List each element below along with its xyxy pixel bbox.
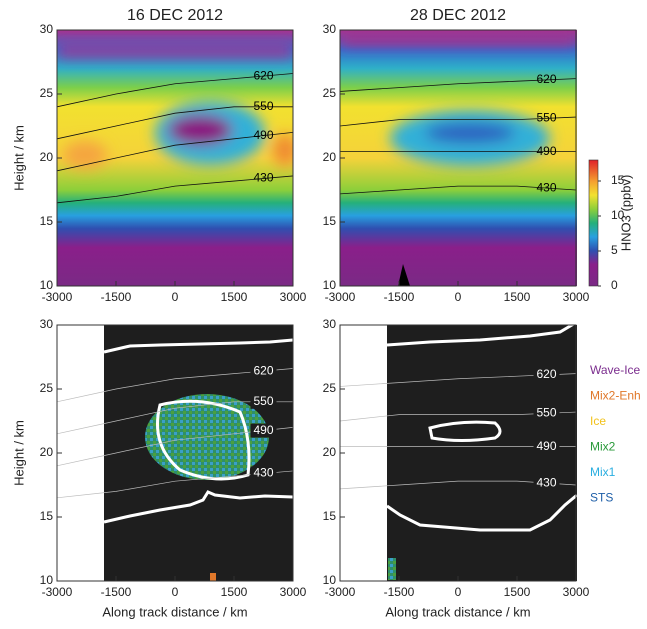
y-tick-label: 30 xyxy=(323,317,337,331)
contour-label: 490 xyxy=(536,439,556,453)
x-tick-label: -3000 xyxy=(325,290,356,304)
y-tick-label: 10 xyxy=(40,573,54,587)
pressure-contour xyxy=(56,175,294,204)
y-tick-label: 15 xyxy=(40,509,54,523)
pressure-contour xyxy=(339,116,577,127)
legend-entry: Ice xyxy=(590,414,606,428)
psc-region xyxy=(388,558,396,580)
contour-label-bg xyxy=(533,406,560,421)
contour-label: 490 xyxy=(253,128,273,142)
legend-entry: Mix2-Enh xyxy=(590,389,641,403)
contour-label: 430 xyxy=(253,171,273,185)
x-tick-label: -1500 xyxy=(101,290,132,304)
legend-entry: Mix2 xyxy=(590,440,616,454)
colorbar-tick-label: 5 xyxy=(611,243,618,257)
pressure-contour xyxy=(339,78,577,92)
colorbar xyxy=(588,159,599,287)
contour-label: 620 xyxy=(536,367,556,381)
y-tick-label: 25 xyxy=(323,381,337,395)
x-tick-label: 1500 xyxy=(504,290,531,304)
panel-title: 16 DEC 2012 xyxy=(127,7,223,24)
pressure-contour xyxy=(339,185,577,195)
contour-label-bg xyxy=(250,423,277,438)
y-tick-label: 20 xyxy=(40,150,54,164)
contour-label: 550 xyxy=(536,405,556,419)
hno3-field xyxy=(340,30,577,286)
panel-title: 28 DEC 2012 xyxy=(410,7,506,24)
y-tick-label: 30 xyxy=(323,22,337,36)
contour-label: 550 xyxy=(253,394,273,408)
x-tick-label: -1500 xyxy=(384,585,415,599)
contour-label-bg xyxy=(250,466,277,481)
contour-label: 550 xyxy=(253,99,273,113)
y-tick-label: 30 xyxy=(40,317,54,331)
contour-label: 550 xyxy=(536,110,556,124)
y-tick-label: 15 xyxy=(323,509,337,523)
contour-label: 620 xyxy=(536,72,556,86)
contour-label-bg xyxy=(250,364,277,379)
contour-label: 620 xyxy=(253,68,273,82)
x-tick-label: 3000 xyxy=(563,290,590,304)
y-tick-label: 10 xyxy=(40,278,54,292)
psc-region xyxy=(210,573,216,581)
x-tick-label: 1500 xyxy=(221,585,248,599)
x-tick-label: 3000 xyxy=(280,585,307,599)
x-tick-label: 0 xyxy=(172,290,179,304)
y-tick-label: 10 xyxy=(323,278,337,292)
contour-label: 430 xyxy=(536,180,556,194)
x-tick-label: -3000 xyxy=(42,585,73,599)
colorbar-tick-label: 15 xyxy=(611,173,625,187)
x-tick-label: 0 xyxy=(172,585,179,599)
colorbar-tick-label: 0 xyxy=(611,278,618,292)
contour-label-bg xyxy=(533,367,560,382)
y-tick-label: 10 xyxy=(323,573,337,587)
y-tick-label: 20 xyxy=(323,445,337,459)
y-tick-label: 20 xyxy=(40,445,54,459)
x-tick-label: 1500 xyxy=(221,290,248,304)
y-tick-label: 25 xyxy=(40,381,54,395)
x-tick-label: 0 xyxy=(455,290,462,304)
y-tick-label: 20 xyxy=(323,150,337,164)
colorbar-label: HNO3 (ppbv) xyxy=(618,175,633,252)
contour-label: 490 xyxy=(253,423,273,437)
y-tick-label: 25 xyxy=(323,86,337,100)
x-axis-label: Along track distance / km xyxy=(385,604,530,619)
x-tick-label: 1500 xyxy=(504,585,531,599)
contour-label: 490 xyxy=(536,144,556,158)
x-tick-label: 3000 xyxy=(280,290,307,304)
pressure-contour xyxy=(56,132,294,172)
colorbar-tick-label: 10 xyxy=(611,208,625,222)
y-tick-label: 30 xyxy=(40,22,54,36)
hno3-field xyxy=(57,30,293,286)
y-axis-label: Height / km xyxy=(11,125,26,191)
y-axis-label: Height / km xyxy=(11,420,26,486)
contour-label: 430 xyxy=(536,475,556,489)
x-tick-label: -1500 xyxy=(384,290,415,304)
x-tick-label: -1500 xyxy=(101,585,132,599)
x-tick-label: -3000 xyxy=(325,585,356,599)
contour-label-bg xyxy=(533,476,560,491)
y-tick-label: 15 xyxy=(40,214,54,228)
legend-entry: STS xyxy=(590,491,613,505)
y-tick-label: 25 xyxy=(40,86,54,100)
legend-entry: Mix1 xyxy=(590,465,616,479)
contour-label: 620 xyxy=(253,363,273,377)
pressure-contour xyxy=(56,73,294,108)
pressure-contour xyxy=(56,106,293,140)
x-tick-label: 0 xyxy=(455,585,462,599)
legend-entry: Wave-Ice xyxy=(590,363,641,377)
contour-label-bg xyxy=(250,394,277,409)
contour-label-bg xyxy=(533,439,560,454)
x-axis-label: Along track distance / km xyxy=(102,604,247,619)
x-tick-label: 3000 xyxy=(563,585,590,599)
x-tick-label: -3000 xyxy=(42,290,73,304)
y-tick-label: 15 xyxy=(323,214,337,228)
contour-label: 430 xyxy=(253,466,273,480)
